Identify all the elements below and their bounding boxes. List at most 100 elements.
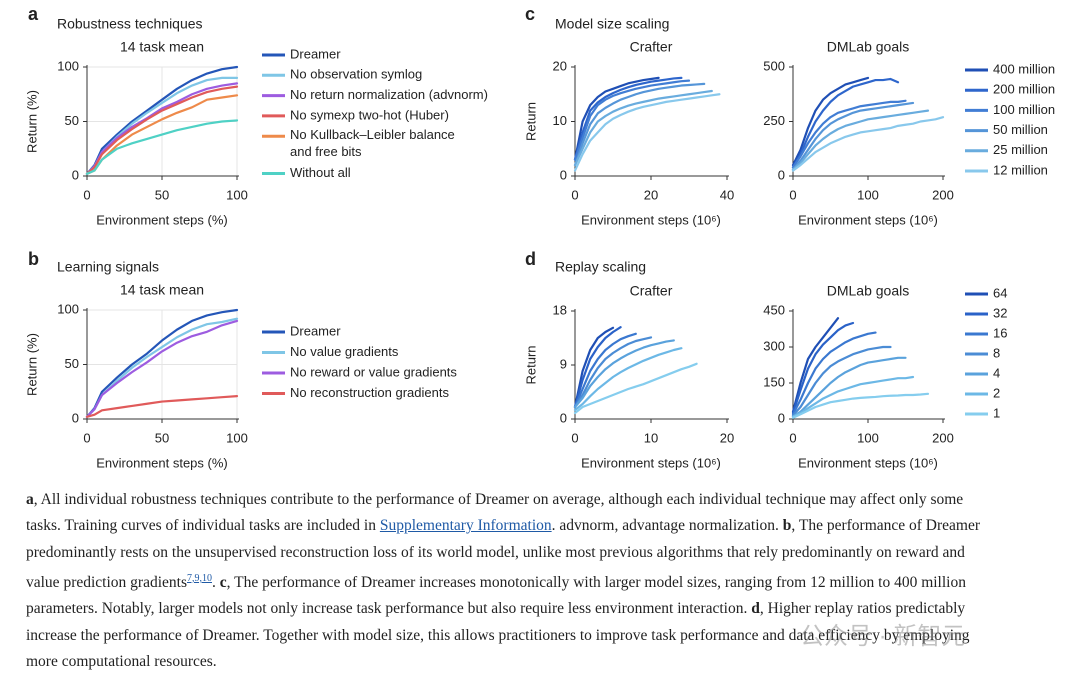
caption-text: a	[26, 491, 34, 508]
y-tick-label: 9	[560, 356, 567, 371]
series-line	[573, 339, 675, 409]
y-tick-label: 18	[553, 302, 567, 317]
caption-text: predominantly rests on the unsupervised …	[26, 543, 965, 561]
x-axis-label: Environment steps (%)	[96, 212, 228, 227]
series-line	[573, 326, 622, 409]
panel-heading: Replay scaling	[555, 259, 646, 275]
legend-label: 25 million	[993, 142, 1048, 157]
caption-text: . advnorm, advantage normalization.	[551, 517, 779, 535]
y-tick-label: 10	[553, 113, 567, 128]
y-tick-label: 50	[65, 113, 79, 128]
series-line	[791, 116, 945, 172]
caption-text: , The performance of Dreamer increases m…	[226, 574, 966, 592]
panel-heading: Learning signals	[57, 259, 159, 275]
series-line	[791, 99, 907, 169]
y-tick-label: 500	[763, 58, 785, 73]
y-tick-label: 20	[553, 58, 567, 73]
series-line	[791, 77, 900, 169]
x-tick-label: 100	[226, 187, 248, 202]
panel-heading: Robustness techniques	[57, 16, 203, 32]
series-line	[573, 82, 706, 167]
y-axis-label: Return	[523, 345, 538, 384]
series-line	[791, 317, 840, 413]
legend-label: No Kullback–Leibler balance and free bits	[290, 128, 455, 160]
y-tick-label: 50	[65, 356, 79, 371]
y-tick-label: 0	[72, 167, 79, 182]
legend-label: No reconstruction gradients	[290, 385, 449, 400]
chart-title: Crafter	[630, 283, 673, 299]
x-tick-label: 50	[155, 187, 169, 202]
series-line	[791, 356, 907, 418]
legend-label: No value gradients	[290, 344, 399, 359]
legend-label: 50 million	[993, 122, 1048, 137]
series-line	[791, 321, 855, 415]
series-line	[573, 79, 691, 161]
y-tick-label: 0	[778, 410, 785, 425]
caption-text: b	[782, 517, 792, 535]
chart-title: 14 task mean	[120, 39, 204, 55]
caption-text: , Higher replay ratios predictably	[759, 600, 966, 618]
legend-label-line: No Kullback–Leibler balance	[290, 128, 455, 143]
x-tick-label: 200	[932, 187, 954, 202]
series-line	[573, 362, 698, 415]
series-line	[85, 308, 239, 418]
caption-text: tasks. Training curves of individual tas…	[26, 517, 376, 535]
series-line	[573, 332, 637, 409]
x-tick-label: 100	[857, 187, 879, 202]
y-tick-label: 250	[763, 113, 785, 128]
y-axis-label: Return	[523, 102, 538, 141]
legend-label: 8	[993, 345, 1000, 360]
chart-title: DMLab goals	[827, 39, 910, 55]
series-line	[85, 395, 239, 418]
chart-title: Crafter	[630, 39, 673, 55]
series-line	[85, 319, 239, 418]
caption-text: d	[751, 600, 760, 618]
series-line	[85, 65, 239, 175]
x-tick-label: 0	[83, 430, 90, 445]
series-line	[573, 76, 683, 161]
legend-label: No reward or value gradients	[290, 364, 457, 379]
x-tick-label: 10	[644, 430, 658, 445]
panel-label: b	[28, 249, 39, 269]
series-line	[791, 101, 915, 171]
legend-label: Dreamer	[290, 46, 341, 61]
x-axis-label: Environment steps (10⁶)	[798, 212, 938, 227]
legend-label: 200 million	[993, 82, 1055, 97]
x-axis-label: Environment steps (10⁶)	[581, 212, 721, 227]
series-line	[573, 347, 683, 412]
panel-label: c	[525, 4, 535, 24]
x-tick-label: 40	[720, 187, 734, 202]
y-tick-label: 0	[72, 410, 79, 425]
series-line	[85, 85, 239, 175]
y-tick-label: 0	[560, 410, 567, 425]
legend-label: 32	[993, 305, 1007, 320]
y-tick-label: 300	[763, 338, 785, 353]
series-line	[573, 326, 615, 409]
caption-text: c	[219, 574, 227, 592]
x-tick-label: 0	[83, 187, 90, 202]
x-axis-label: Environment steps (%)	[96, 455, 228, 470]
series-line	[573, 89, 713, 167]
y-tick-label: 0	[560, 167, 567, 182]
y-tick-label: 450	[763, 302, 785, 317]
legend-label: 4	[993, 365, 1000, 380]
x-tick-label: 50	[155, 430, 169, 445]
legend-label: 12 million	[993, 162, 1048, 177]
caption-text: , All individual robustness techniques c…	[33, 491, 964, 508]
y-tick-label: 100	[57, 58, 79, 73]
legend-label: No observation symlog	[290, 67, 422, 82]
caption-text: .	[211, 574, 216, 592]
x-tick-label: 0	[571, 187, 578, 202]
x-tick-label: 0	[789, 187, 796, 202]
caption-link[interactable]: Supplementary Information	[379, 517, 552, 535]
series-line	[791, 392, 930, 419]
x-tick-label: 100	[226, 430, 248, 445]
x-tick-label: 20	[644, 187, 658, 202]
panel-heading: Model size scaling	[555, 16, 669, 32]
caption-reference[interactable]: 7,9,10	[186, 572, 212, 584]
caption-text: parameters. Notably, larger models not o…	[26, 600, 748, 618]
x-axis-label: Environment steps (10⁶)	[798, 455, 938, 470]
x-tick-label: 0	[571, 430, 578, 445]
